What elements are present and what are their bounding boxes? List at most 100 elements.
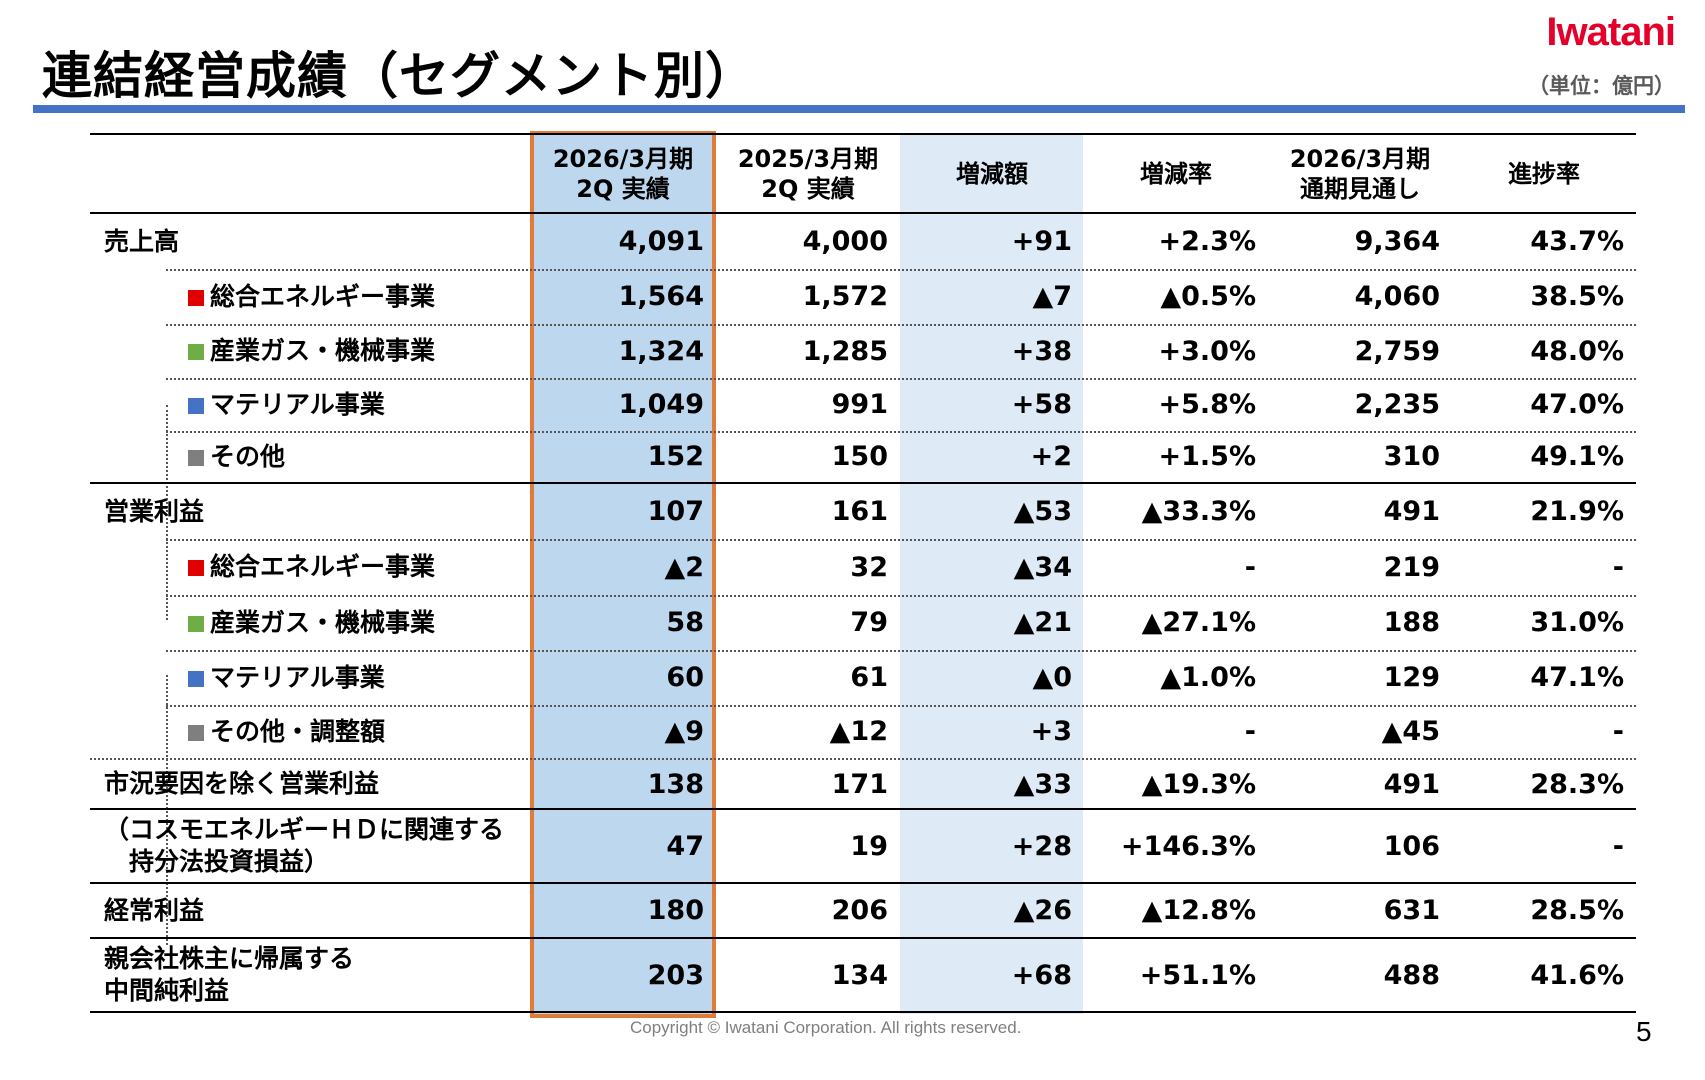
table-cell: ▲53: [1013, 496, 1072, 527]
table-cell: -: [1612, 551, 1624, 583]
row-label-text: 親会社株主に帰属する: [104, 944, 355, 973]
unit-label: （単位：億円）: [1528, 74, 1675, 98]
segment-marker-icon: [188, 724, 204, 741]
table-cell: 2,235: [1354, 389, 1440, 420]
table-cell: +91: [1011, 226, 1072, 257]
row-label-text: 営業利益: [104, 496, 205, 526]
table-cell: ▲19.3%: [1141, 768, 1256, 800]
table-row: 親会社株主に帰属する 中間純利益 203 134 +68 +51.1% 488 41.6%: [90, 939, 1636, 1013]
table-cell: 150: [831, 441, 888, 472]
table-cell: 4,000: [802, 226, 888, 257]
row-label-text: 産業ガス・機械事業: [210, 607, 436, 637]
column-header-line: 2Q 実績: [761, 174, 855, 203]
column-header: 増減額: [900, 159, 1084, 189]
row-label-text: 産業ガス・機械事業: [210, 336, 436, 365]
table-cell: 1,572: [802, 281, 888, 312]
table-cell: +2: [1030, 441, 1072, 472]
current-column-highlight: [530, 131, 716, 1018]
row-label-text: 持分法投資損益）: [104, 847, 330, 876]
title-divider: [33, 105, 1685, 113]
table-cell: 2,759: [1354, 335, 1440, 367]
column-header-line: 2026/3月期: [1289, 144, 1431, 173]
table-row: 総合エネルギー事業 ▲2 32 ▲34 - 219 -: [90, 539, 1636, 597]
row-label: 総合エネルギー事業: [90, 281, 530, 313]
row-label-text: マテリアル事業: [210, 662, 385, 692]
table-cell: 47: [666, 830, 704, 862]
table-cell: 206: [831, 895, 888, 926]
table-cell: 61: [850, 662, 888, 693]
row-label-text: 売上高: [104, 226, 180, 256]
table-cell: 152: [647, 441, 704, 472]
table-cell: ▲21: [1013, 607, 1072, 638]
table-cell: -: [1244, 716, 1256, 747]
table-cell: ▲12: [829, 716, 888, 747]
row-label: マテリアル事業: [90, 389, 530, 421]
table-cell: +68: [1011, 959, 1072, 991]
diff-column-highlight: [900, 133, 1083, 1014]
row-label: マテリアル事業: [90, 662, 530, 694]
row-label-text: その他: [210, 441, 286, 471]
row-label: 産業ガス・機械事業: [90, 335, 530, 367]
table-cell: 488: [1383, 959, 1440, 991]
table-cell: 129: [1383, 662, 1440, 693]
table-row: 経常利益 180 206 ▲26 ▲12.8% 631 28.5%: [90, 884, 1636, 939]
column-header-line: 進捗率: [1508, 159, 1580, 188]
table-row: 総合エネルギー事業 1,564 1,572 ▲7 ▲0.5% 4,060 38.5%: [90, 269, 1636, 326]
table-cell: +28: [1011, 830, 1072, 862]
row-label: その他: [90, 441, 530, 473]
profit-sub-divider: [166, 675, 168, 945]
column-header: 2025/3月期 2Q 実績: [716, 144, 900, 204]
table-row: （コスモエネルギーＨＤに関連する 持分法投資損益） 47 19 +28 +146.3% 1…: [90, 810, 1636, 884]
column-header: 増減率: [1084, 159, 1268, 189]
page-number: 5: [1636, 1016, 1652, 1047]
table-cell: ▲33.3%: [1141, 496, 1256, 527]
row-label: 経常利益: [90, 895, 530, 927]
row-label: 総合エネルギー事業: [90, 551, 530, 583]
segment-marker-icon: [188, 615, 204, 632]
table-cell: +5.8%: [1158, 389, 1256, 420]
table-cell: ▲12.8%: [1141, 895, 1256, 926]
table-cell: 1,049: [618, 389, 704, 420]
table-cell: 1,324: [618, 335, 704, 367]
table-cell: 58: [666, 607, 704, 638]
row-label-text: 総合エネルギー事業: [210, 281, 436, 311]
table-cell: ▲45: [1381, 716, 1440, 747]
table-cell: ▲27.1%: [1141, 607, 1256, 638]
table-cell: 203: [647, 959, 704, 991]
table-cell: 991: [831, 389, 888, 420]
table-row: 営業利益 107 161 ▲53 ▲33.3% 491 21.9%: [90, 484, 1636, 541]
table-cell: ▲0.5%: [1160, 281, 1256, 312]
table-cell: ▲2: [664, 551, 704, 583]
table-cell: 49.1%: [1530, 441, 1624, 472]
table-cell: +3: [1030, 716, 1072, 747]
row-label: その他・調整額: [90, 716, 530, 748]
table-cell: 47.1%: [1530, 662, 1624, 693]
table-cell: 138: [647, 768, 704, 800]
segment-marker-icon: [188, 449, 204, 466]
table-cell: 219: [1383, 551, 1440, 583]
row-label: 売上高: [90, 226, 530, 258]
table-cell: 28.3%: [1530, 768, 1624, 800]
segment-marker-icon: [188, 397, 204, 414]
row-label-text: 市況要因を除く営業利益: [104, 769, 380, 798]
table-cell: ▲33: [1013, 768, 1072, 800]
column-header-line: 2025/3月期: [737, 144, 879, 173]
iwatani-logo: Iwatani: [1546, 10, 1676, 54]
table-cell: 43.7%: [1530, 226, 1624, 257]
table-cell: 188: [1383, 607, 1440, 638]
table-cell: 32: [850, 551, 888, 583]
table-cell: ▲9: [664, 716, 704, 747]
table-cell: ▲0: [1032, 662, 1072, 693]
table-cell: 48.0%: [1530, 335, 1624, 367]
row-label-text: 総合エネルギー事業: [210, 552, 436, 581]
column-header: 進捗率: [1452, 159, 1636, 189]
row-label: 親会社株主に帰属する 中間純利益: [90, 943, 530, 1007]
column-header-line: 増減率: [1140, 159, 1212, 188]
row-label-text: （コスモエネルギーＨＤに関連する: [104, 815, 505, 844]
table-cell: +146.3%: [1120, 830, 1256, 862]
table-cell: +1.5%: [1158, 441, 1256, 472]
table-row: マテリアル事業 60 61 ▲0 ▲1.0% 129 47.1%: [90, 650, 1636, 707]
segment-marker-icon: [188, 560, 204, 576]
column-header-line: 2026/3月期: [552, 144, 694, 173]
row-label: 産業ガス・機械事業: [90, 607, 530, 639]
